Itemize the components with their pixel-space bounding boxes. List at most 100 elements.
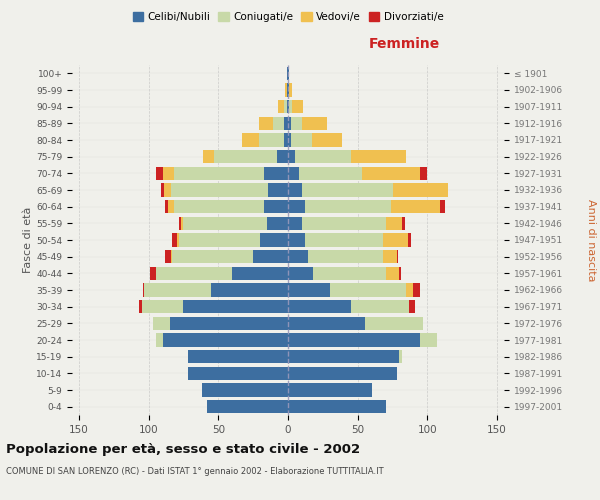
Bar <box>299 166 362 180</box>
Bar <box>284 116 288 130</box>
Bar <box>214 150 277 164</box>
Bar <box>139 300 142 314</box>
Bar <box>161 184 164 196</box>
Bar <box>242 134 259 146</box>
Bar <box>288 84 289 96</box>
Bar <box>305 200 391 213</box>
Bar <box>259 116 272 130</box>
Bar <box>295 150 351 164</box>
Bar <box>142 300 184 314</box>
Bar <box>288 184 302 196</box>
Bar <box>421 334 437 346</box>
Bar <box>188 350 288 364</box>
Bar <box>302 216 386 230</box>
Bar <box>288 384 371 396</box>
Bar <box>143 284 145 296</box>
Text: Femmine: Femmine <box>369 37 440 51</box>
Bar <box>278 100 284 114</box>
Bar <box>386 266 400 280</box>
Bar <box>166 200 168 213</box>
Bar <box>155 166 163 180</box>
Bar <box>288 234 305 246</box>
Bar <box>287 84 288 96</box>
Bar <box>171 250 172 264</box>
Bar <box>383 234 408 246</box>
Bar <box>362 166 421 180</box>
Bar <box>232 266 288 280</box>
Bar <box>289 84 292 96</box>
Bar <box>400 350 402 364</box>
Bar <box>288 150 295 164</box>
Bar <box>406 284 413 296</box>
Bar <box>289 100 292 114</box>
Bar <box>155 266 232 280</box>
Bar <box>272 116 284 130</box>
Bar <box>386 216 402 230</box>
Bar <box>203 150 214 164</box>
Bar <box>288 200 305 213</box>
Bar <box>172 234 176 246</box>
Bar <box>288 134 291 146</box>
Bar <box>150 266 155 280</box>
Bar <box>155 334 163 346</box>
Bar <box>184 300 288 314</box>
Bar <box>174 166 265 180</box>
Bar <box>253 250 288 264</box>
Bar <box>288 266 313 280</box>
Y-axis label: Fasce di età: Fasce di età <box>23 207 33 273</box>
Text: COMUNE DI SAN LORENZO (RC) - Dati ISTAT 1° gennaio 2002 - Elaborazione TUTTITALI: COMUNE DI SAN LORENZO (RC) - Dati ISTAT … <box>6 468 383 476</box>
Bar <box>172 250 253 264</box>
Bar <box>400 266 401 280</box>
Bar <box>305 234 383 246</box>
Bar <box>288 116 291 130</box>
Bar <box>402 216 405 230</box>
Bar <box>409 300 415 314</box>
Bar <box>288 350 400 364</box>
Bar <box>311 134 343 146</box>
Bar <box>284 100 287 114</box>
Bar <box>288 400 386 413</box>
Bar <box>260 234 288 246</box>
Bar <box>313 266 386 280</box>
Text: Anni di nascita: Anni di nascita <box>586 198 596 281</box>
Bar <box>181 216 184 230</box>
Bar <box>179 234 260 246</box>
Bar <box>302 116 327 130</box>
Bar <box>285 84 287 96</box>
Bar <box>421 166 427 180</box>
Bar <box>392 184 448 196</box>
Bar <box>292 100 304 114</box>
Bar <box>288 316 365 330</box>
Bar <box>408 234 410 246</box>
Bar <box>188 366 288 380</box>
Bar <box>176 234 179 246</box>
Bar <box>308 250 383 264</box>
Bar <box>153 316 170 330</box>
Bar <box>397 250 398 264</box>
Bar <box>170 316 288 330</box>
Bar <box>164 184 171 196</box>
Bar <box>145 284 211 296</box>
Bar <box>265 200 288 213</box>
Bar <box>291 134 311 146</box>
Bar <box>288 300 351 314</box>
Text: Popolazione per età, sesso e stato civile - 2002: Popolazione per età, sesso e stato civil… <box>6 442 360 456</box>
Bar <box>163 166 174 180</box>
Bar <box>288 100 289 114</box>
Bar <box>288 216 302 230</box>
Bar <box>259 134 284 146</box>
Bar <box>277 150 288 164</box>
Bar <box>179 216 181 230</box>
Bar <box>174 200 265 213</box>
Bar <box>330 284 406 296</box>
Bar <box>288 284 330 296</box>
Bar <box>268 184 288 196</box>
Bar <box>163 334 288 346</box>
Bar <box>288 66 289 80</box>
Bar <box>184 216 267 230</box>
Bar <box>267 216 288 230</box>
Bar <box>365 316 423 330</box>
Bar <box>211 284 288 296</box>
Bar <box>171 184 268 196</box>
Bar <box>288 366 397 380</box>
